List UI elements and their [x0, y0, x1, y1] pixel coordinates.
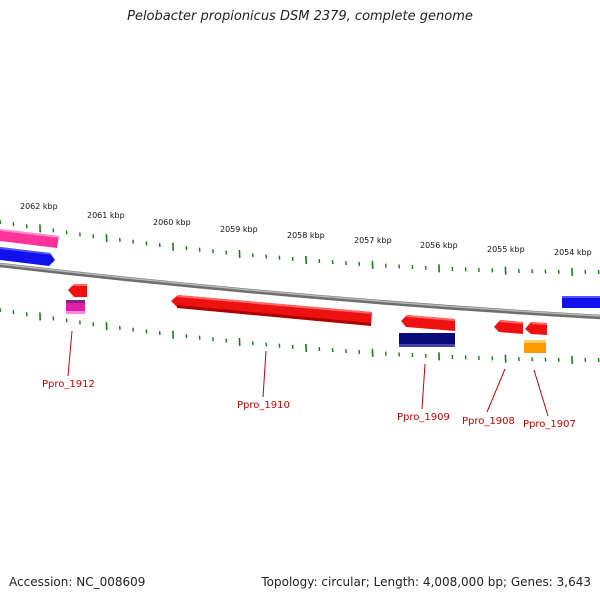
gene-blue-right[interactable]	[562, 296, 600, 308]
gene-blue-left[interactable]	[0, 247, 55, 266]
accession-text: Accession: NC_008609	[9, 575, 146, 589]
tick-label: 2054 kbp	[554, 248, 592, 257]
connector-ppro-1910	[262, 350, 267, 398]
gene-ppro-1907-orange[interactable]	[524, 340, 546, 353]
tick-label: 2057 kbp	[354, 236, 392, 245]
tick-label: 2058 kbp	[287, 231, 325, 240]
gene-label-ppro-1908[interactable]: Ppro_1908	[462, 416, 515, 427]
gene-ppro-1907-red[interactable]	[525, 322, 547, 335]
connector-ppro-1912	[67, 330, 73, 377]
tick-label: 2060 kbp	[153, 218, 191, 227]
tick-labels: 2062 kbp 2061 kbp 2060 kbp 2059 kbp 2058…	[20, 202, 592, 257]
genome-backbone-highlight	[0, 263, 600, 317]
gene-label-ppro-1909[interactable]: Ppro_1909	[397, 412, 450, 423]
connector-ppro-1908	[486, 368, 506, 413]
connector-ppro-1907	[533, 369, 549, 417]
connector-ppro-1909	[421, 363, 426, 410]
gene-red-1909-upper[interactable]	[401, 315, 455, 331]
gene-labels: Ppro_1912 Ppro_1910 Ppro_1909 Ppro_1908 …	[42, 379, 576, 430]
genome-backbone	[0, 262, 600, 320]
gene-small-red[interactable]	[68, 284, 87, 297]
tick-label: 2055 kbp	[487, 245, 525, 254]
tick-label: 2061 kbp	[87, 211, 125, 220]
gene-label-ppro-1907[interactable]: Ppro_1907	[523, 419, 576, 430]
tick-label: 2056 kbp	[420, 241, 458, 250]
gene-ppro-1909[interactable]	[399, 333, 455, 347]
genome-summary-text: Topology: circular; Length: 4,008,000 bp…	[261, 575, 591, 589]
gene-small-magenta[interactable]	[66, 300, 85, 314]
gene-label-ppro-1912[interactable]: Ppro_1912	[42, 379, 95, 390]
inner-tick-track	[0, 307, 600, 364]
gene-ppro-1908[interactable]	[494, 320, 523, 334]
page-title: Pelobacter propionicus DSM 2379, complet…	[127, 9, 473, 24]
outer-tick-track	[0, 219, 600, 276]
gene-pink-left[interactable]	[0, 229, 59, 248]
gene-label-ppro-1910[interactable]: Ppro_1910	[237, 400, 290, 411]
gene-ppro-1910[interactable]	[171, 295, 372, 326]
tick-label: 2062 kbp	[20, 202, 58, 211]
tick-label: 2059 kbp	[220, 225, 258, 234]
label-connectors	[67, 330, 549, 417]
